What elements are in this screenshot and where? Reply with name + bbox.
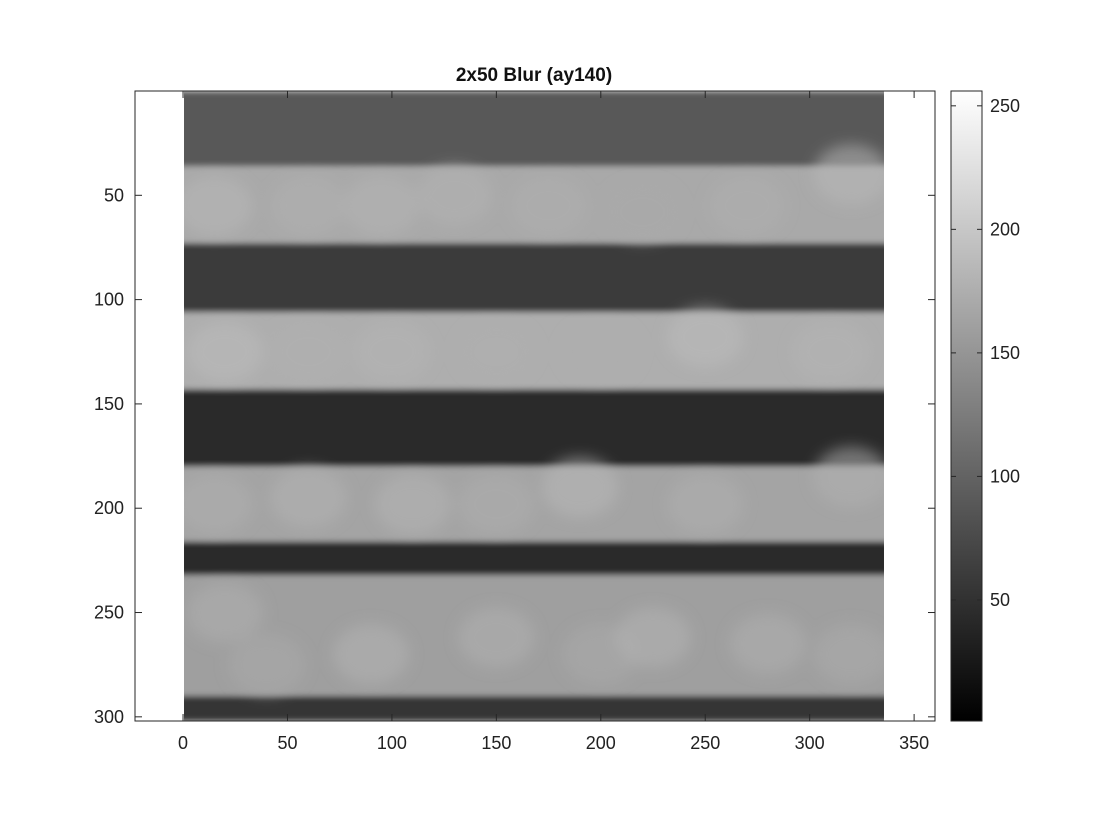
heatmap-blob xyxy=(374,474,451,535)
heatmap-blob xyxy=(343,175,420,236)
heatmap-blob xyxy=(729,613,806,674)
heatmap-band xyxy=(184,541,884,576)
heatmap-blob xyxy=(458,474,535,535)
heatmap-blob xyxy=(228,634,305,695)
heatmap-blob xyxy=(813,624,884,685)
heatmap-blob xyxy=(458,321,535,382)
x-tick-label: 0 xyxy=(178,733,188,753)
axes-box xyxy=(134,90,936,722)
heatmap-blob xyxy=(458,607,535,668)
heatmap-band xyxy=(184,695,884,721)
colorbar-tick-label: 150 xyxy=(990,343,1020,363)
heatmap-blob xyxy=(353,321,430,382)
colorbar-tick-label: 50 xyxy=(990,590,1010,610)
heatmap-blob xyxy=(186,582,263,643)
heatmap-blob xyxy=(184,175,253,236)
y-tick-label: 50 xyxy=(104,185,124,205)
heatmap-band xyxy=(184,243,884,313)
colorbar-tick-label: 200 xyxy=(990,219,1020,239)
heatmap-band xyxy=(184,91,884,167)
colorbar-tick-label: 100 xyxy=(990,466,1020,486)
heatmap-blob xyxy=(270,321,347,382)
heatmap-image xyxy=(184,91,884,721)
x-axis-ticks: 0 50 100 150 200 250 300 350 xyxy=(178,91,929,753)
heatmap-blob xyxy=(270,467,347,528)
x-tick-label: 50 xyxy=(277,733,297,753)
heatmap-blob xyxy=(604,181,681,242)
heatmap-blobs xyxy=(184,144,884,695)
x-tick-label: 350 xyxy=(899,733,929,753)
y-tick-label: 300 xyxy=(94,707,124,727)
heatmap-blob xyxy=(813,144,884,205)
heatmap-blob xyxy=(541,457,618,518)
heatmap-band xyxy=(184,389,884,467)
colorbar: 50 100 150 200 250 xyxy=(950,90,1020,722)
heatmap-blob xyxy=(792,321,869,382)
colorbar-box xyxy=(950,90,983,722)
x-tick-label: 250 xyxy=(690,733,720,753)
heatmap-blob xyxy=(416,165,493,226)
heatmap-blob xyxy=(813,446,884,507)
y-axis-ticks: 50 100 150 200 250 300 xyxy=(94,185,935,727)
x-tick-label: 300 xyxy=(795,733,825,753)
y-tick-label: 250 xyxy=(94,603,124,623)
chart-title: 2x50 Blur (ay140) xyxy=(456,65,612,86)
heatmap-blob xyxy=(667,307,744,368)
heatmap-blob xyxy=(709,175,786,236)
heatmap-blob xyxy=(270,175,347,236)
heatmap-blob xyxy=(184,474,253,535)
colorbar-ticks: 50 100 150 200 250 xyxy=(951,96,1020,610)
heatmap-blob xyxy=(667,474,744,535)
heatmap-blob xyxy=(615,607,692,668)
y-tick-label: 100 xyxy=(94,290,124,310)
heatmap-blob xyxy=(186,321,263,382)
heatmap-blob xyxy=(510,175,587,236)
x-tick-label: 200 xyxy=(586,733,616,753)
x-tick-label: 150 xyxy=(481,733,511,753)
heatmap-blob xyxy=(562,321,639,382)
colorbar-tick-label: 250 xyxy=(990,96,1020,116)
y-tick-label: 150 xyxy=(94,394,124,414)
y-tick-label: 200 xyxy=(94,498,124,518)
heatmap-blob xyxy=(333,624,410,685)
x-tick-label: 100 xyxy=(377,733,407,753)
colorbar-gradient xyxy=(951,91,982,721)
